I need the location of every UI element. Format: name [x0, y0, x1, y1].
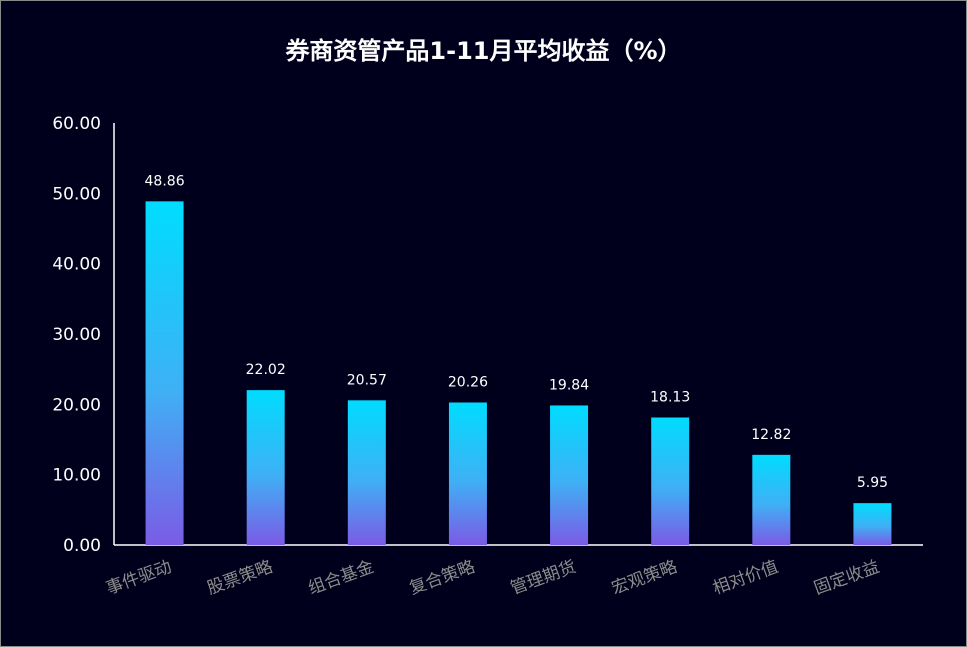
bar — [246, 390, 285, 545]
category-label: 组合基金 — [306, 557, 377, 599]
bar — [145, 201, 184, 546]
bar — [347, 400, 386, 545]
chart-title: 券商资管产品1-11月平均收益（%） — [285, 37, 682, 65]
value-label: 20.26 — [448, 375, 488, 391]
bar — [853, 503, 892, 545]
value-label: 12.82 — [751, 427, 791, 443]
value-label: 20.57 — [347, 372, 387, 388]
y-tick-label: 60.00 — [52, 114, 101, 134]
value-label: 19.84 — [549, 377, 589, 393]
category-label: 宏观策略 — [609, 557, 680, 599]
bar — [752, 454, 791, 545]
category-label: 事件驱动 — [104, 557, 175, 599]
value-label: 48.86 — [145, 173, 185, 189]
category-label: 复合策略 — [407, 557, 478, 599]
y-tick-label: 20.00 — [52, 395, 101, 415]
value-label: 18.13 — [650, 389, 690, 405]
y-tick-label: 0.00 — [63, 536, 101, 556]
value-label: 5.95 — [857, 475, 888, 491]
y-tick-label: 10.00 — [52, 466, 101, 486]
bar — [448, 402, 487, 545]
category-label: 固定收益 — [811, 557, 882, 599]
bar — [651, 417, 690, 545]
value-label: 22.02 — [246, 362, 286, 378]
category-label: 相对价值 — [710, 557, 781, 599]
y-tick-label: 50.00 — [52, 184, 101, 204]
y-tick-label: 30.00 — [52, 325, 101, 345]
category-label: 股票策略 — [205, 557, 276, 599]
category-label: 管理期货 — [508, 557, 579, 599]
axes: 0.00 10.00 20.00 30.00 40.00 50.00 60.00 — [52, 114, 923, 556]
y-tick-label: 40.00 — [52, 255, 101, 275]
bar — [550, 405, 589, 545]
bars — [145, 201, 892, 546]
